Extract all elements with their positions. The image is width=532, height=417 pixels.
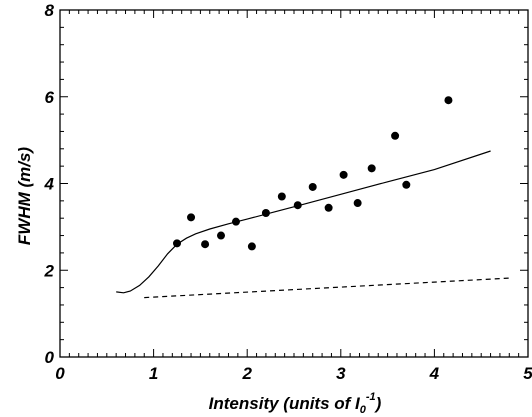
data-point [293,201,302,210]
y-tick-label: 2 [44,261,55,280]
x-tick-label: 5 [523,364,532,383]
data-point [247,242,256,251]
data-point [367,164,376,173]
data-point [216,231,225,240]
y-tick-label: 0 [45,348,55,367]
y-axis-title: FWHM (m/s) [15,147,34,246]
y-tick-label: 6 [45,88,55,107]
data-point [187,213,196,222]
x-axis-title-end: ) [374,394,382,413]
y-tick-label: 4 [44,175,55,194]
data-point [277,192,286,201]
data-point [201,240,210,249]
data-point [173,239,181,248]
x-axis-title-sub: 0 [360,404,367,416]
solid-series-line [116,150,491,294]
x-axis-title: Intensity (units of I0-1) [209,391,382,416]
data-point [339,170,348,179]
dashed-series-line [144,277,510,299]
x-tick-label: 0 [55,364,65,383]
y-tick-label: 8 [45,1,55,20]
data-point [231,217,240,226]
x-axis-title-sup: -1 [366,391,376,403]
data-point [391,131,400,140]
x-tick-label: 1 [149,364,158,383]
data-point [402,180,411,189]
x-tick-label: 4 [429,364,440,383]
data-point [308,182,317,191]
x-axis-title-main: Intensity (units of I [209,394,361,413]
data-point [444,96,453,105]
data-point [353,199,362,208]
x-tick-label: 2 [241,364,252,383]
data-point [324,203,333,212]
plot-frame [59,9,529,358]
data-point [261,208,270,217]
x-tick-label: 3 [336,364,346,383]
